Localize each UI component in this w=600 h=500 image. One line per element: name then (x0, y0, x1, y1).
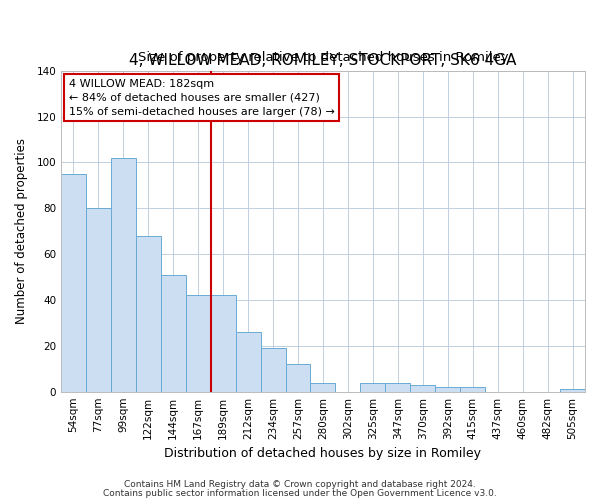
Bar (435, 387, 460, 392)
Text: Size of property relative to detached houses in Romiley: Size of property relative to detached ho… (137, 52, 508, 64)
Bar (410, 385, 435, 392)
Bar (161, 275, 186, 392)
X-axis label: Distribution of detached houses by size in Romiley: Distribution of detached houses by size … (164, 447, 481, 460)
Bar (111, 158, 136, 392)
Bar (286, 364, 310, 392)
Bar (361, 382, 385, 392)
Bar (61, 174, 86, 392)
Bar (211, 296, 236, 392)
Title: 4, WILLOW MEAD, ROMILEY, STOCKPORT, SK6 4GA: 4, WILLOW MEAD, ROMILEY, STOCKPORT, SK6 … (129, 53, 517, 68)
Y-axis label: Number of detached properties: Number of detached properties (15, 138, 28, 324)
Bar (236, 332, 260, 392)
Bar (460, 387, 485, 392)
Bar (385, 382, 410, 392)
Bar (86, 208, 111, 392)
Text: Contains public sector information licensed under the Open Government Licence v3: Contains public sector information licen… (103, 489, 497, 498)
Bar (136, 236, 161, 392)
Bar (260, 348, 286, 392)
Bar (310, 382, 335, 392)
Text: 4 WILLOW MEAD: 182sqm
← 84% of detached houses are smaller (427)
15% of semi-det: 4 WILLOW MEAD: 182sqm ← 84% of detached … (69, 78, 335, 116)
Bar (186, 296, 211, 392)
Text: Contains HM Land Registry data © Crown copyright and database right 2024.: Contains HM Land Registry data © Crown c… (124, 480, 476, 489)
Bar (560, 390, 585, 392)
